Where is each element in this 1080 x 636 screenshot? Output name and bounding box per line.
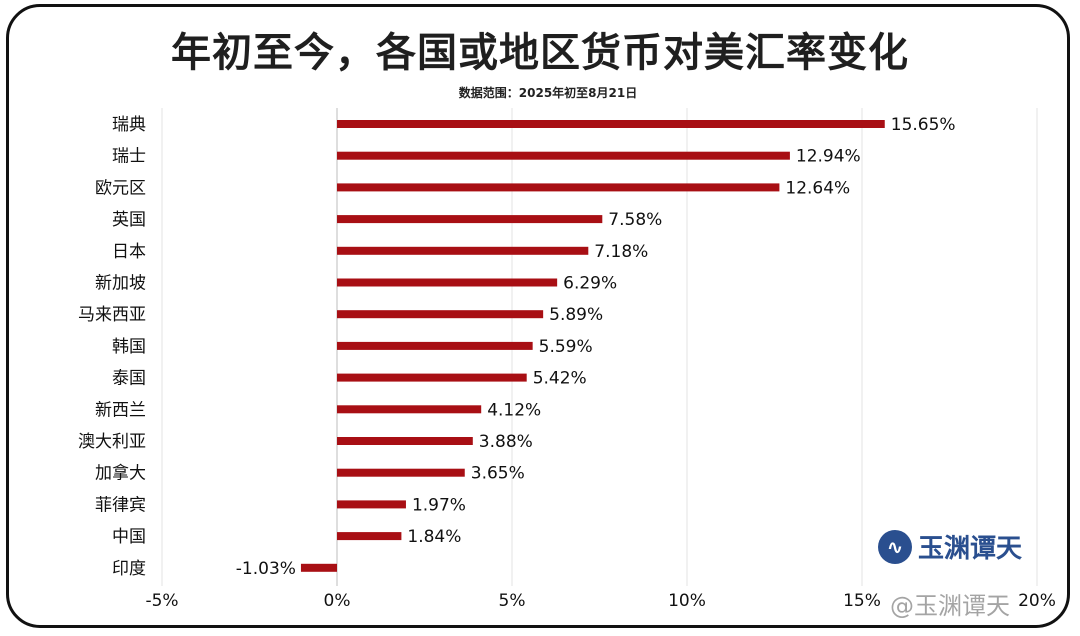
bar bbox=[337, 151, 790, 160]
bar bbox=[337, 246, 589, 255]
category-label: 印度 bbox=[112, 559, 146, 579]
wave-circle-icon: ∿ bbox=[878, 529, 912, 564]
x-tick-label: 20% bbox=[1018, 591, 1056, 611]
value-label: 6.29% bbox=[563, 274, 617, 294]
category-label: 日本 bbox=[112, 242, 146, 262]
value-label: 4.12% bbox=[487, 400, 541, 420]
x-tick-label: -5% bbox=[145, 591, 178, 611]
bar bbox=[337, 405, 482, 414]
category-label: 菲律宾 bbox=[95, 495, 146, 515]
bar bbox=[337, 215, 603, 224]
category-label: 新加坡 bbox=[95, 274, 146, 294]
x-tick-label: 15% bbox=[843, 591, 881, 611]
category-label: 马来西亚 bbox=[78, 305, 146, 325]
value-label: 1.97% bbox=[412, 495, 466, 515]
bar bbox=[337, 437, 473, 445]
watermark: @玉渊谭天 bbox=[890, 592, 1010, 620]
value-label: 5.89% bbox=[549, 305, 603, 325]
bar bbox=[337, 532, 402, 541]
category-label: 泰国 bbox=[112, 369, 146, 389]
logo-text: 玉渊谭天 bbox=[918, 534, 1023, 564]
bar bbox=[337, 468, 465, 477]
category-label: 新西兰 bbox=[95, 400, 146, 420]
category-label: 韩国 bbox=[112, 337, 146, 357]
category-label: 瑞典 bbox=[112, 115, 146, 135]
value-label: 3.65% bbox=[471, 464, 525, 484]
category-label: 加拿大 bbox=[95, 463, 146, 484]
value-label: -1.03% bbox=[236, 559, 296, 579]
bar bbox=[300, 563, 337, 572]
category-label: 欧元区 bbox=[95, 178, 146, 198]
bar bbox=[337, 500, 406, 509]
bar bbox=[337, 183, 780, 192]
bar bbox=[337, 310, 544, 319]
value-label: 3.88% bbox=[479, 432, 533, 452]
value-label: 5.59% bbox=[539, 337, 593, 357]
bar bbox=[337, 120, 885, 128]
bar bbox=[337, 373, 527, 382]
chart-title: 年初至今，各国或地区货币对美汇率变化 bbox=[171, 30, 909, 76]
category-label: 中国 bbox=[112, 527, 146, 547]
value-label: 5.42% bbox=[533, 369, 587, 389]
chart-subtitle: 数据范围：2025年初至8月21日 bbox=[458, 86, 638, 100]
value-label: 15.65% bbox=[891, 115, 956, 135]
category-label: 澳大利亚 bbox=[78, 432, 146, 452]
x-tick-label: 0% bbox=[324, 591, 351, 611]
category-label: 英国 bbox=[112, 210, 146, 230]
value-label: 1.84% bbox=[407, 527, 461, 547]
value-label: 12.64% bbox=[785, 178, 850, 198]
bar bbox=[337, 341, 533, 350]
value-label: 7.58% bbox=[608, 210, 662, 230]
logo: ∿ 玉渊谭天 bbox=[878, 528, 1022, 565]
bar bbox=[337, 278, 558, 287]
value-label: 12.94% bbox=[796, 147, 861, 167]
x-tick-label: 10% bbox=[668, 591, 706, 611]
x-tick-label: 5% bbox=[499, 591, 526, 611]
category-label: 瑞士 bbox=[112, 147, 146, 167]
value-label: 7.18% bbox=[594, 242, 648, 262]
